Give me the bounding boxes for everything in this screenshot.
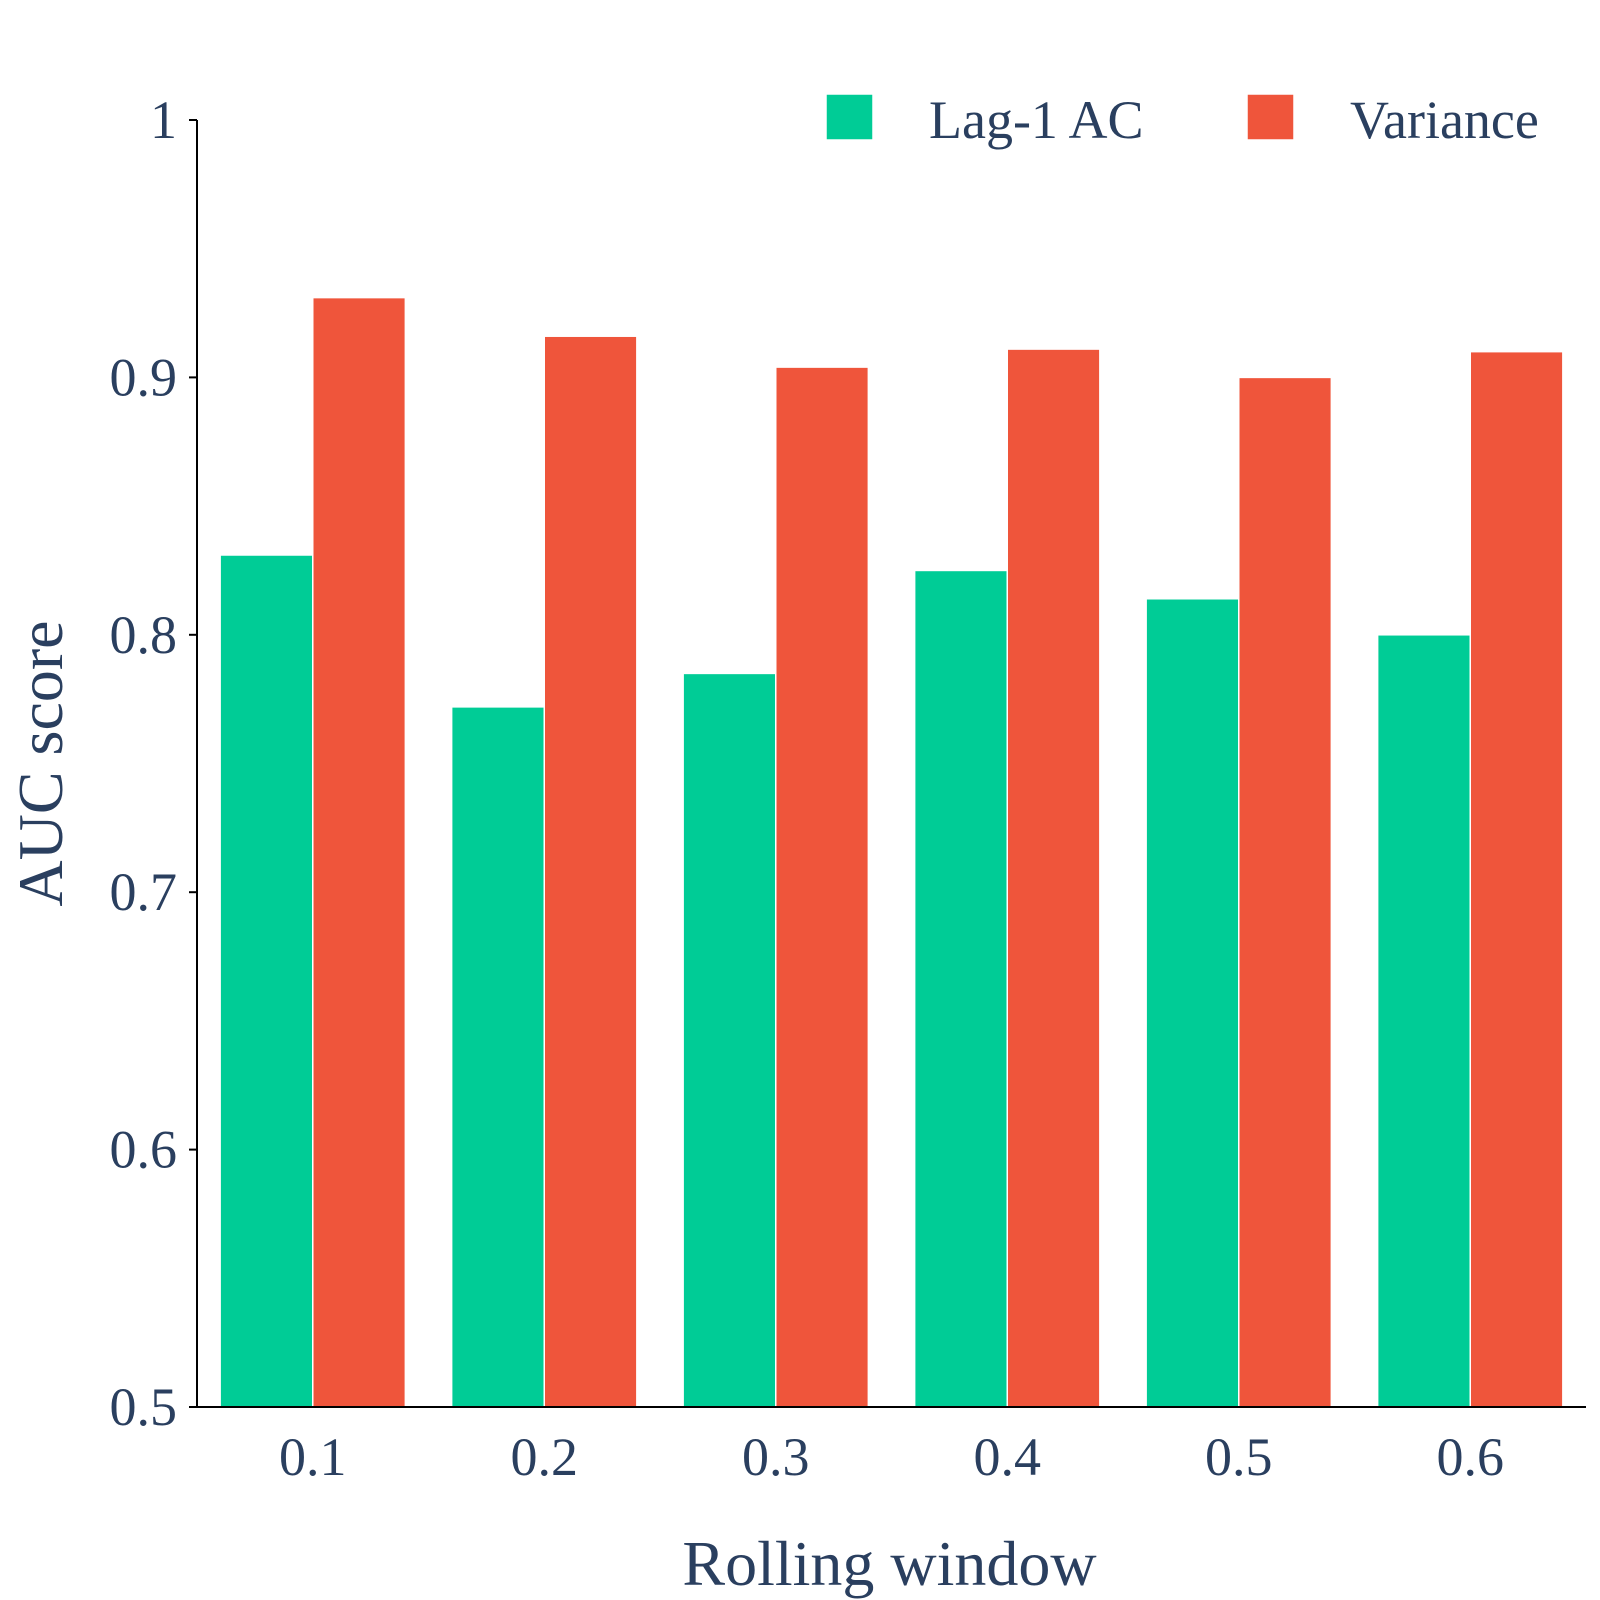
y-tick-label: 0.9 — [110, 347, 178, 407]
y-tick-label: 0.7 — [110, 862, 178, 922]
y-tick-label: 0.8 — [110, 605, 178, 665]
bar-lag-1-ac-0.2[interactable] — [450, 706, 545, 1408]
x-axis-ticks: 0.1 0.2 0.3 0.4 0.5 0.6 — [279, 1427, 1504, 1487]
x-tick-label: 0.2 — [511, 1427, 579, 1487]
bar-variance-0.4[interactable] — [1006, 348, 1101, 1408]
bar-lag-1-ac-0.3[interactable] — [682, 672, 777, 1408]
bar-variance-0.3[interactable] — [775, 366, 870, 1408]
x-tick-label: 0.1 — [279, 1427, 347, 1487]
x-tick-label: 0.5 — [1205, 1427, 1273, 1487]
x-axis-title: Rolling window — [682, 1528, 1096, 1599]
y-tick-label: 1 — [150, 90, 177, 150]
y-tick-label: 0.6 — [110, 1120, 178, 1180]
legend-item-variance[interactable]: Variance — [1246, 90, 1539, 150]
bar-variance-0.6[interactable] — [1469, 350, 1564, 1408]
bar-lag-1-ac-0.4[interactable] — [913, 569, 1009, 1408]
legend-label: Variance — [1350, 90, 1539, 150]
x-tick-label: 0.3 — [742, 1427, 810, 1487]
y-tick-label: 0.5 — [110, 1377, 178, 1437]
y-axis-title: AUC score — [5, 620, 76, 906]
legend[interactable]: Lag-1 AC Variance — [825, 90, 1539, 150]
x-tick-label: 0.4 — [974, 1427, 1042, 1487]
x-tick-label: 0.6 — [1437, 1427, 1505, 1487]
bars-group — [219, 296, 1564, 1408]
bar-variance-0.2[interactable] — [543, 335, 638, 1408]
legend-item-lag-1-ac[interactable]: Lag-1 AC — [825, 90, 1143, 150]
bar-lag-1-ac-0.5[interactable] — [1145, 598, 1240, 1408]
legend-swatch — [1246, 93, 1295, 141]
legend-label: Lag-1 AC — [929, 90, 1143, 150]
bar-variance-0.5[interactable] — [1238, 376, 1333, 1408]
bar-lag-1-ac-0.1[interactable] — [219, 554, 314, 1408]
bar-variance-0.1[interactable] — [312, 296, 407, 1408]
bar-lag-1-ac-0.6[interactable] — [1376, 634, 1472, 1408]
y-axis-ticks: 0.5 0.6 0.7 0.8 0.9 1 — [110, 90, 197, 1437]
legend-swatch — [825, 93, 874, 141]
